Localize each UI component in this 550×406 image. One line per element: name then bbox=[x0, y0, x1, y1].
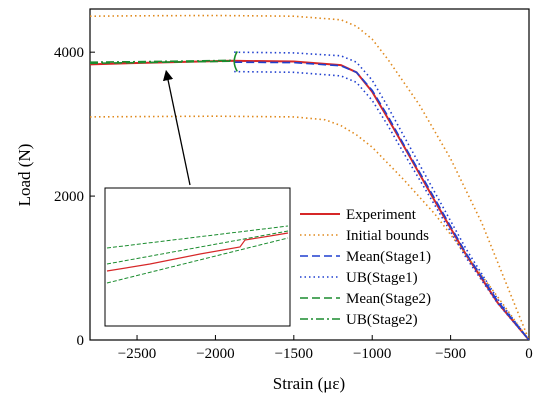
legend-label: UB(Stage2) bbox=[346, 312, 418, 328]
x-axis-label: Strain (με) bbox=[273, 374, 345, 393]
series-line-7 bbox=[90, 59, 232, 63]
series-line-4 bbox=[234, 51, 529, 340]
series-line-2 bbox=[90, 115, 529, 340]
inset-series-experiment bbox=[106, 232, 289, 272]
series-line-5 bbox=[234, 70, 529, 340]
series-layer bbox=[90, 14, 529, 340]
zoom-arrow bbox=[162, 69, 191, 186]
tick-group: −2500 −2000 −1500 −1000 −500 0 0 2000 4000 bbox=[54, 45, 533, 362]
x-tick-label: −500 bbox=[435, 346, 466, 362]
x-tick-label: −1500 bbox=[275, 346, 313, 362]
x-tick-label: −2000 bbox=[196, 346, 234, 362]
inset-series-ub-lower bbox=[106, 237, 289, 284]
x-tick-label: 0 bbox=[525, 346, 533, 362]
y-axis-label: Load (N) bbox=[15, 144, 34, 207]
legend-label: UB(Stage1) bbox=[346, 270, 418, 286]
y-tick-label: 0 bbox=[77, 333, 85, 349]
y-tick-label: 2000 bbox=[54, 189, 84, 205]
legend-label: Initial bounds bbox=[346, 228, 429, 244]
legend-label: Mean(Stage2) bbox=[346, 291, 431, 307]
inset-frame bbox=[104, 187, 291, 327]
legend-label: Mean(Stage1) bbox=[346, 249, 431, 265]
inset-series-ub-upper bbox=[106, 225, 289, 249]
legend: Experiment Initial bounds Mean(Stage1) UB(S… bbox=[300, 207, 431, 328]
inset-series-mean bbox=[106, 230, 289, 265]
x-tick-label: −1000 bbox=[353, 346, 391, 362]
inset bbox=[104, 187, 291, 327]
stage1-start-bracket bbox=[233, 51, 238, 72]
legend-label: Experiment bbox=[346, 207, 417, 223]
x-tick-label: −2500 bbox=[118, 346, 156, 362]
series-line-3 bbox=[234, 61, 529, 340]
y-tick-label: 4000 bbox=[54, 45, 84, 61]
plot-frame bbox=[89, 8, 530, 341]
